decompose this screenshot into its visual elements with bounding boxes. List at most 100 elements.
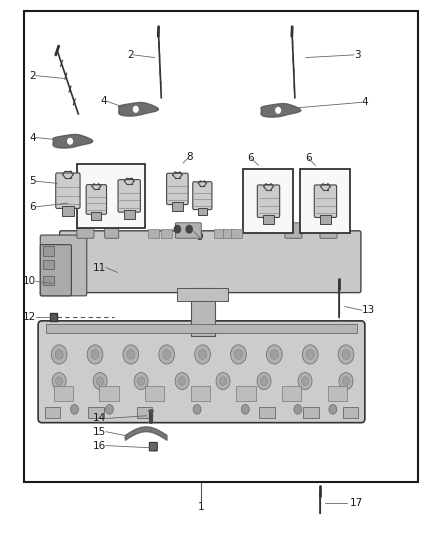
FancyBboxPatch shape <box>86 185 106 214</box>
Circle shape <box>276 108 280 113</box>
Circle shape <box>106 405 113 414</box>
Text: 15: 15 <box>93 427 106 437</box>
Circle shape <box>159 345 175 364</box>
Circle shape <box>339 373 353 390</box>
FancyBboxPatch shape <box>257 185 279 217</box>
Circle shape <box>298 373 312 390</box>
Text: 13: 13 <box>362 305 375 315</box>
Circle shape <box>294 405 302 414</box>
Circle shape <box>93 373 107 390</box>
Bar <box>328 386 347 401</box>
Bar <box>46 324 357 333</box>
Circle shape <box>55 350 63 359</box>
Text: 5: 5 <box>29 176 36 186</box>
FancyBboxPatch shape <box>314 185 336 217</box>
Bar <box>148 229 159 238</box>
Bar <box>50 313 57 321</box>
Circle shape <box>199 350 207 359</box>
Circle shape <box>71 405 78 414</box>
Bar <box>24 11 418 482</box>
Text: 3: 3 <box>354 50 360 60</box>
FancyBboxPatch shape <box>77 223 94 238</box>
Circle shape <box>270 350 278 359</box>
Bar <box>282 386 301 401</box>
Bar <box>223 229 233 238</box>
Polygon shape <box>53 134 93 148</box>
FancyBboxPatch shape <box>320 223 337 238</box>
Circle shape <box>163 350 171 359</box>
Circle shape <box>257 373 271 390</box>
Bar <box>43 246 54 256</box>
Bar <box>62 206 74 215</box>
Circle shape <box>343 377 350 385</box>
Bar <box>214 229 224 238</box>
FancyBboxPatch shape <box>40 235 87 296</box>
Polygon shape <box>119 102 159 116</box>
Bar <box>45 407 60 418</box>
Text: 11: 11 <box>93 263 106 272</box>
Text: 4: 4 <box>100 96 107 106</box>
Circle shape <box>329 405 337 414</box>
Bar <box>43 276 54 285</box>
FancyBboxPatch shape <box>175 223 201 238</box>
Text: 14: 14 <box>93 414 106 423</box>
Bar <box>343 407 358 418</box>
Bar <box>231 229 242 238</box>
Bar <box>88 407 104 418</box>
Circle shape <box>56 377 63 385</box>
FancyBboxPatch shape <box>56 173 80 208</box>
Bar <box>243 169 293 233</box>
Circle shape <box>230 345 246 364</box>
Circle shape <box>195 345 210 364</box>
Bar <box>177 288 228 301</box>
Bar <box>99 386 119 401</box>
Text: 7: 7 <box>316 227 323 236</box>
Text: 16: 16 <box>93 441 106 450</box>
Circle shape <box>51 345 67 364</box>
Bar <box>172 203 183 211</box>
Bar <box>259 407 275 418</box>
Bar <box>137 407 152 418</box>
Polygon shape <box>261 103 301 117</box>
FancyBboxPatch shape <box>118 180 140 212</box>
Circle shape <box>68 139 72 144</box>
Bar <box>303 407 319 418</box>
FancyBboxPatch shape <box>149 442 157 451</box>
Text: 4: 4 <box>362 98 368 107</box>
Circle shape <box>266 345 282 364</box>
Text: 8: 8 <box>186 152 193 161</box>
Bar <box>237 386 256 401</box>
Text: 12: 12 <box>23 312 36 322</box>
Text: 7: 7 <box>98 221 105 231</box>
Bar <box>191 386 210 401</box>
Circle shape <box>338 345 354 364</box>
FancyBboxPatch shape <box>105 223 119 238</box>
Text: 10: 10 <box>23 277 36 286</box>
Bar <box>300 169 350 233</box>
Circle shape <box>342 350 350 359</box>
Circle shape <box>193 405 201 414</box>
FancyBboxPatch shape <box>166 173 188 205</box>
Bar <box>54 386 73 401</box>
Circle shape <box>138 377 145 385</box>
Text: 17: 17 <box>350 498 363 507</box>
FancyBboxPatch shape <box>40 245 71 296</box>
Text: 4: 4 <box>29 133 36 142</box>
Text: 6: 6 <box>29 202 36 212</box>
Circle shape <box>87 345 103 364</box>
Circle shape <box>91 350 99 359</box>
FancyBboxPatch shape <box>60 231 361 293</box>
Circle shape <box>179 377 186 385</box>
Circle shape <box>234 350 242 359</box>
Text: 6: 6 <box>247 154 254 163</box>
FancyBboxPatch shape <box>285 223 302 238</box>
Bar <box>320 215 331 224</box>
Circle shape <box>127 350 135 359</box>
Circle shape <box>219 377 226 385</box>
Bar <box>124 210 135 219</box>
Circle shape <box>97 377 104 385</box>
Circle shape <box>134 107 138 112</box>
Circle shape <box>174 225 180 233</box>
Circle shape <box>241 405 249 414</box>
Text: 7: 7 <box>259 227 266 236</box>
